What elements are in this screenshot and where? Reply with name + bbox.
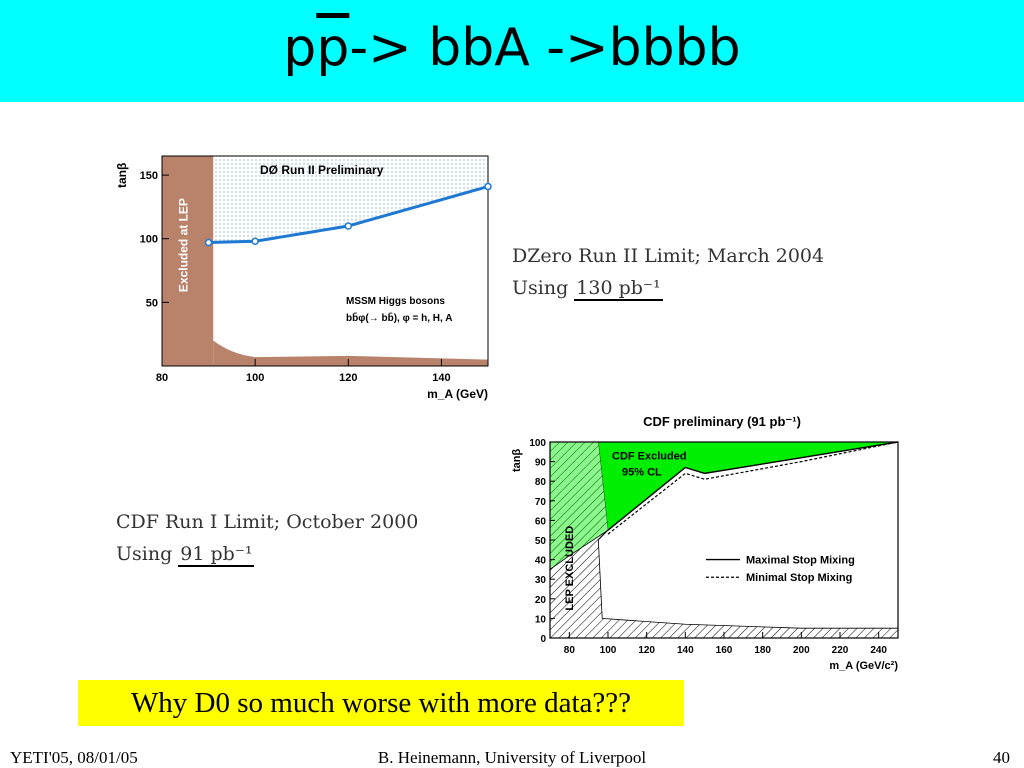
- cdf-y-tick-label: 80: [535, 477, 547, 488]
- cdf-y-tick-label: 70: [535, 497, 547, 508]
- slide-title: pp-> bbA ->bbbb: [283, 18, 741, 78]
- cdf-x-tick-label: 80: [564, 645, 576, 656]
- cdf-y-tick-label: 40: [535, 556, 547, 567]
- cdf-y-tick-label: 100: [529, 438, 546, 449]
- d0-excluded-region: [208, 156, 489, 243]
- d0-plot-frame: [161, 155, 489, 367]
- cdf-y-tick-label: 50: [535, 536, 547, 547]
- dzero-limit-text: DZero Run II Limit; March 2004: [512, 245, 825, 267]
- footer-left: YETI'05, 08/01/05: [10, 748, 138, 767]
- d0-x-tick-label: 100: [246, 372, 264, 384]
- d0-y-tick-label: 150: [140, 170, 158, 182]
- d0-data-point: [484, 182, 492, 191]
- cdf-excluded-region: [598, 442, 898, 531]
- cdf-cl-label: 95% CL: [622, 466, 662, 478]
- cdf-x-tick-label: 160: [716, 645, 733, 656]
- cdf-annotation: CDF Run I Limit; October 2000 Using 91 p…: [116, 506, 418, 570]
- dzero-annotation: DZero Run II Limit; March 2004 Using 130…: [512, 240, 824, 304]
- cdf-limit-text: CDF Run I Limit; October 2000: [116, 511, 419, 533]
- d0-note-process: bb̄φ(→ bb̄), φ = h, H, A: [346, 312, 452, 324]
- footer-center: B. Heinemann, University of Liverpool: [377, 748, 647, 767]
- cdf-chart-title: CDF preliminary (91 pb⁻¹): [643, 414, 801, 429]
- cdf-x-tick-label: 100: [600, 645, 617, 656]
- cdf-legend-minimal: Minimal Stop Mixing: [746, 572, 852, 584]
- cdf-y-tick-label: 60: [535, 516, 547, 527]
- cdf-x-tick-label: 220: [832, 645, 849, 656]
- d0-y-tick-label: 100: [140, 234, 158, 246]
- cdf-lumi-line: Using 91 pb⁻¹: [116, 543, 255, 567]
- title-bar: [0, 0, 1024, 102]
- cdf-x-axis-label: m_A (GeV/c²): [829, 660, 898, 672]
- cdf-x-tick-label: 240: [870, 645, 887, 656]
- cdf-lep-label: LEP EXCLUDED: [564, 526, 576, 611]
- cdf-y-tick-label: 20: [535, 595, 547, 606]
- footer-right: 40: [993, 748, 1010, 767]
- d0-data-point: [251, 237, 259, 246]
- d0-data-point: [344, 222, 353, 230]
- cdf-minimal-line: [607, 441, 899, 535]
- dzero-lumi: 130 pb⁻¹: [574, 277, 663, 301]
- cdf-x-tick-label: 140: [677, 645, 694, 656]
- cdf-y-tick-label: 0: [540, 634, 546, 645]
- cdf-y-tick-label: 10: [535, 614, 547, 625]
- d0-x-tick-label: 120: [339, 372, 357, 384]
- d0-chart-title: DØ Run II Preliminary: [260, 163, 384, 177]
- dzero-lumi-line: Using 130 pb⁻¹: [512, 277, 663, 301]
- cdf-x-tick-label: 180: [754, 645, 771, 656]
- d0-x-tick-label: 140: [432, 372, 450, 384]
- d0-y-axis-label: tanβ: [115, 163, 129, 188]
- cdf-x-tick-label: 200: [793, 645, 810, 656]
- d0-x-axis-label: m_A (GeV): [427, 387, 488, 401]
- d0-y-tick-label: 50: [146, 297, 158, 309]
- cdf-chart: 80 100 120 140 160 180 200 220 240 0 10 20 30 40 50 60 7…: [511, 414, 899, 672]
- d0-lep-band: [162, 156, 214, 366]
- cdf-legend-maximal: Maximal Stop Mixing: [746, 555, 855, 567]
- cdf-lumi: 91 pb⁻¹: [178, 543, 255, 567]
- d0-lep-label: Excluded at LEP: [177, 198, 191, 292]
- question-box: Why D0 so much worse with more data???: [78, 680, 684, 726]
- d0-note-title: MSSM Higgs bosons: [346, 296, 445, 307]
- cdf-y-tick-label: 30: [535, 575, 547, 586]
- cdf-lep-upper-hatch: [550, 442, 608, 570]
- cdf-excluded-label: CDF Excluded: [612, 451, 687, 463]
- d0-chart: 80 100 120 140 50 100 150 m_A (GeV) tanβ DØ Run I…: [115, 155, 492, 401]
- d0-data-point: [204, 238, 213, 247]
- cdf-maximal-line: [607, 441, 899, 531]
- cdf-y-axis-label: tanβ: [511, 449, 523, 473]
- cdf-x-tick-label: 120: [638, 645, 655, 656]
- d0-lowtan-band: [213, 340, 488, 366]
- cdf-y-tick-label: 90: [535, 458, 547, 469]
- d0-x-tick-label: 80: [156, 372, 168, 384]
